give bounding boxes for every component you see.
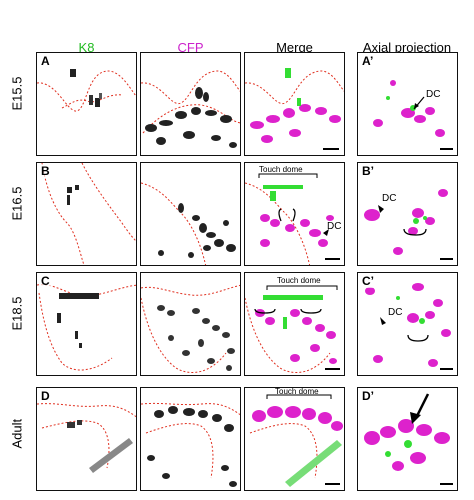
header-axial: Axial projection	[362, 40, 452, 55]
panel-b-merge: Touch dome DC	[244, 162, 345, 266]
panel-a-k8: A	[36, 52, 137, 156]
header-merge: Merge	[276, 40, 313, 55]
panel-label: D’	[361, 389, 375, 403]
dc-label: DC	[388, 307, 403, 318]
touch-dome-label: Touch dome	[259, 165, 303, 174]
panel-a-merge	[244, 52, 345, 156]
panel-label: C	[40, 274, 51, 288]
panel-label: D	[40, 389, 51, 403]
panel-b-cfp	[140, 162, 241, 266]
dc-label: DC	[327, 221, 342, 232]
panel-c-axial: C’ DC	[357, 272, 458, 376]
touch-dome-label: Touch dome	[275, 387, 319, 396]
panel-label: A’	[361, 54, 375, 68]
arrowhead-icon	[323, 229, 329, 236]
panel-label: B	[40, 164, 51, 178]
panel-label: A	[40, 54, 51, 68]
row-label-e15-5: E15.5	[9, 76, 25, 111]
panel-b-k8: B	[36, 162, 137, 266]
dc-label: DC	[426, 89, 441, 100]
panel-d-merge: Touch dome	[244, 387, 345, 491]
brace-icon	[258, 173, 318, 178]
panel-label: B’	[361, 164, 375, 178]
panel-d-k8: D	[36, 387, 137, 491]
panel-d-cfp	[140, 387, 241, 491]
panel-d-axial: D’	[357, 387, 458, 491]
panel-a-axial: A’ DC	[357, 52, 458, 156]
header-k8: K8	[78, 40, 95, 55]
panel-b-axial: B’ DC	[357, 162, 458, 266]
panel-c-merge: Touch dome	[244, 272, 345, 376]
arrow-icon	[414, 393, 430, 419]
header-cfp: CFP	[177, 40, 204, 55]
panel-c-cfp	[140, 272, 241, 376]
panel-a-cfp	[140, 52, 241, 156]
dc-label: DC	[382, 193, 397, 204]
row-label-e18-5: E18.5	[9, 296, 25, 331]
panel-label: C’	[361, 274, 375, 288]
panel-c-k8: C	[36, 272, 137, 376]
touch-dome-label: Touch dome	[277, 276, 321, 285]
row-label-adult: Adult	[9, 418, 25, 449]
row-label-e16-5: E16.5	[9, 186, 25, 221]
